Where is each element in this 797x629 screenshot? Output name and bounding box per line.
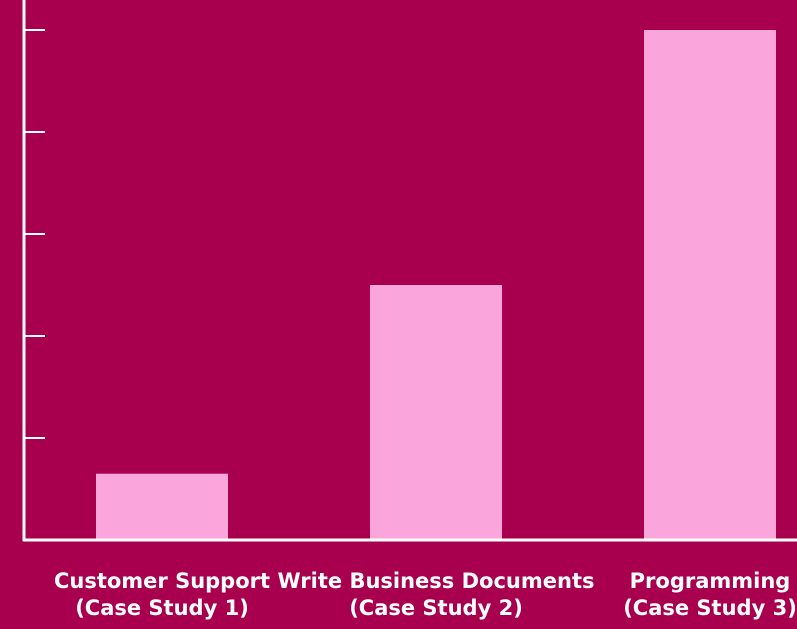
bar-1 xyxy=(370,285,502,540)
category-label-line-2: (Case Study 1) xyxy=(75,596,249,620)
category-label-programming: Programming (Case Study 3) xyxy=(550,568,797,622)
bar-0 xyxy=(96,473,228,540)
category-label-line-2: (Case Study 3) xyxy=(623,596,797,620)
bar-2 xyxy=(644,30,776,540)
category-label-line-2: (Case Study 2) xyxy=(349,596,523,620)
category-label-line-1: Customer Support xyxy=(53,569,271,593)
category-label-line-1: Write Business Documents xyxy=(277,569,595,593)
category-label-line-1: Programming xyxy=(629,569,791,593)
category-label-customer-support: Customer Support (Case Study 1) xyxy=(2,568,322,622)
category-label-write-business-documents: Write Business Documents (Case Study 2) xyxy=(276,568,596,622)
